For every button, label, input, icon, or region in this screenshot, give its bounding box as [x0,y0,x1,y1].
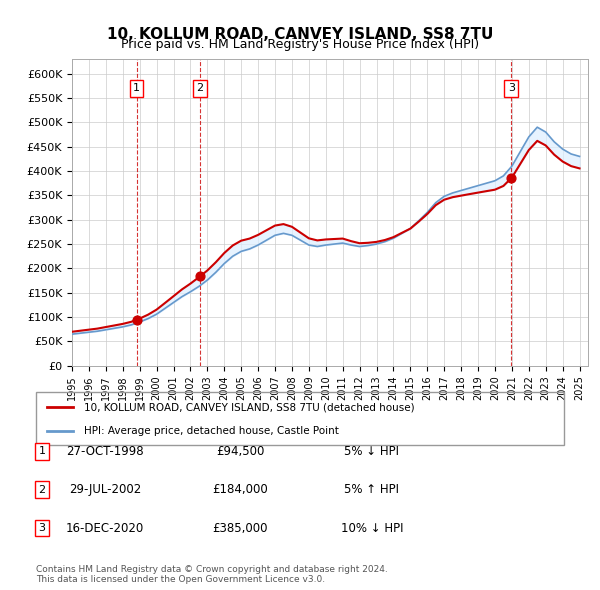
Text: £94,500: £94,500 [216,445,264,458]
Point [506,173,516,183]
Text: 10, KOLLUM ROAD, CANVEY ISLAND, SS8 7TU: 10, KOLLUM ROAD, CANVEY ISLAND, SS8 7TU [107,27,493,41]
Text: £184,000: £184,000 [212,483,268,496]
Text: £385,000: £385,000 [212,522,268,535]
Text: Price paid vs. HM Land Registry's House Price Index (HPI): Price paid vs. HM Land Registry's House … [121,38,479,51]
Point [132,315,142,324]
Text: HPI: Average price, detached house, Castle Point: HPI: Average price, detached house, Cast… [83,425,338,435]
Text: Contains HM Land Registry data © Crown copyright and database right 2024.
This d: Contains HM Land Registry data © Crown c… [36,565,388,584]
Point [195,271,205,281]
Text: 1: 1 [38,447,46,456]
Text: 10% ↓ HPI: 10% ↓ HPI [341,522,403,535]
Text: 27-OCT-1998: 27-OCT-1998 [66,445,144,458]
Text: 5% ↓ HPI: 5% ↓ HPI [344,445,400,458]
Text: 2: 2 [197,83,203,93]
Text: 3: 3 [38,523,46,533]
Text: 5% ↑ HPI: 5% ↑ HPI [344,483,400,496]
Text: 3: 3 [508,83,515,93]
Text: 2: 2 [38,485,46,494]
Text: 29-JUL-2002: 29-JUL-2002 [69,483,141,496]
Text: 1: 1 [133,83,140,93]
Text: 10, KOLLUM ROAD, CANVEY ISLAND, SS8 7TU (detached house): 10, KOLLUM ROAD, CANVEY ISLAND, SS8 7TU … [83,402,414,412]
Text: 16-DEC-2020: 16-DEC-2020 [66,522,144,535]
